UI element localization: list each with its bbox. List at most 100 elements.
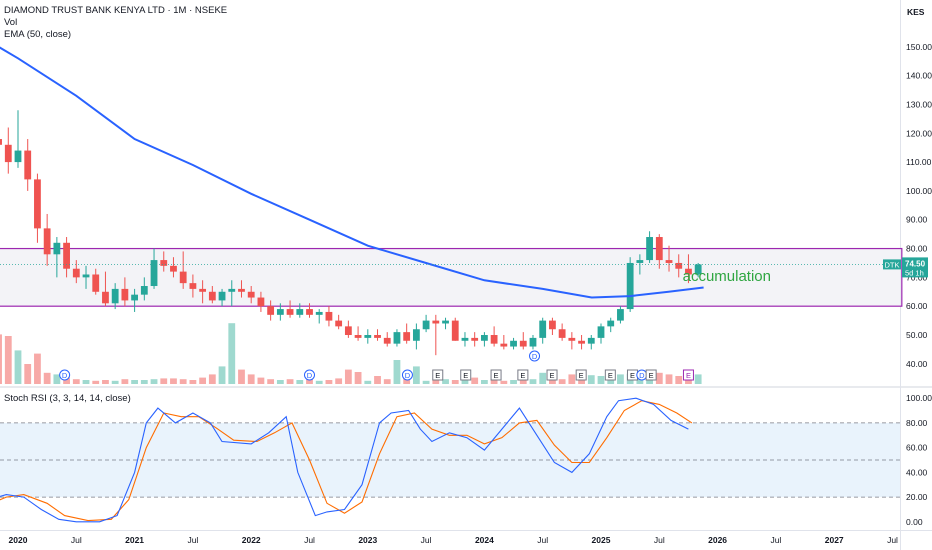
earnings-marker[interactable] xyxy=(575,369,587,381)
stoch-rsi-label[interactable]: Stoch RSI (3, 3, 14, 14, close) xyxy=(4,393,131,404)
candle-body[interactable] xyxy=(374,335,381,338)
dividend-marker[interactable] xyxy=(529,350,541,362)
candle-body[interactable] xyxy=(510,340,517,347)
candle-body[interactable] xyxy=(257,297,265,307)
candle-body[interactable] xyxy=(14,150,22,163)
candle-body[interactable] xyxy=(111,288,119,304)
candle-body[interactable] xyxy=(665,260,673,263)
candle-body[interactable] xyxy=(276,309,284,315)
candle-body[interactable] xyxy=(82,274,90,278)
candle-body[interactable] xyxy=(228,288,236,292)
candle-body[interactable] xyxy=(393,332,401,344)
candle-body[interactable] xyxy=(306,309,313,315)
candle-body[interactable] xyxy=(34,179,41,229)
volume-bar xyxy=(529,379,537,384)
candle-body[interactable] xyxy=(655,237,663,261)
candle-body[interactable] xyxy=(247,291,255,298)
volume-bar xyxy=(189,380,197,384)
candle-body[interactable] xyxy=(412,329,420,341)
earnings-marker[interactable] xyxy=(432,369,444,381)
accumulation-box[interactable] xyxy=(0,247,903,307)
candle-body[interactable] xyxy=(43,228,51,255)
candle-body[interactable] xyxy=(179,271,187,284)
earnings-marker[interactable] xyxy=(546,369,558,381)
candle-body[interactable] xyxy=(150,260,158,287)
candle-body[interactable] xyxy=(539,320,547,338)
candle-body[interactable] xyxy=(208,291,216,301)
candle-body[interactable] xyxy=(685,268,692,275)
candle-body[interactable] xyxy=(694,264,702,275)
candle-body[interactable] xyxy=(189,283,197,289)
candle-body[interactable] xyxy=(63,242,70,269)
candle-body[interactable] xyxy=(500,343,508,347)
candle-body[interactable] xyxy=(364,335,372,338)
candle-body[interactable] xyxy=(646,237,653,261)
candle-body[interactable] xyxy=(461,337,469,341)
candle-body[interactable] xyxy=(626,262,634,310)
candle-body[interactable] xyxy=(121,288,129,301)
volume-label[interactable]: Vol xyxy=(4,17,18,28)
candle-body[interactable] xyxy=(53,242,61,255)
candle-body[interactable] xyxy=(286,309,294,315)
candle-body[interactable] xyxy=(92,274,100,292)
candle-body[interactable] xyxy=(383,337,391,344)
volume-bar xyxy=(150,379,158,384)
earnings-marker[interactable] xyxy=(604,369,616,381)
candle-body[interactable] xyxy=(480,335,488,341)
candle-body[interactable] xyxy=(675,262,683,269)
candle-body[interactable] xyxy=(422,320,430,330)
dividend-marker[interactable] xyxy=(304,369,315,381)
dividend-marker[interactable] xyxy=(59,369,71,381)
candle-body[interactable] xyxy=(558,329,566,338)
candle-body[interactable] xyxy=(471,337,479,341)
symbol-title[interactable]: DIAMOND TRUST BANK KENYA LTD · 1M · NSEK… xyxy=(4,5,228,16)
candle-body[interactable] xyxy=(0,139,2,145)
candle-body[interactable] xyxy=(529,337,537,347)
candle-body[interactable] xyxy=(607,320,615,327)
candle-body[interactable] xyxy=(102,291,109,304)
candle-body[interactable] xyxy=(568,337,576,341)
candle-body[interactable] xyxy=(451,320,459,341)
candle-body[interactable] xyxy=(131,294,139,301)
candle-body[interactable] xyxy=(296,309,304,315)
candle-body[interactable] xyxy=(267,306,275,315)
candle-body[interactable] xyxy=(597,326,605,338)
price-tick-label: 50.00 xyxy=(906,330,928,340)
earnings-marker[interactable] xyxy=(460,369,472,381)
candle-body[interactable] xyxy=(218,291,226,301)
candle-body[interactable] xyxy=(24,150,32,180)
candle-body[interactable] xyxy=(403,332,411,341)
candle-body[interactable] xyxy=(315,311,323,315)
candle-body[interactable] xyxy=(72,268,80,278)
candle-body[interactable] xyxy=(578,340,585,344)
candle-body[interactable] xyxy=(199,288,207,292)
candle-body[interactable] xyxy=(354,335,362,338)
candle-body[interactable] xyxy=(519,340,527,347)
candle-body[interactable] xyxy=(442,320,449,324)
candle-body[interactable] xyxy=(140,286,148,295)
candle-body[interactable] xyxy=(432,320,440,324)
stoch-rsi-k-line[interactable] xyxy=(0,397,689,523)
candle-body[interactable] xyxy=(170,265,177,272)
candle-body[interactable] xyxy=(160,260,168,266)
earnings-marker[interactable] xyxy=(517,369,529,381)
earnings-marker[interactable] xyxy=(645,369,657,381)
ema-line[interactable] xyxy=(0,41,704,299)
candle-body[interactable] xyxy=(238,288,245,292)
candle-body[interactable] xyxy=(636,260,644,263)
earnings-marker[interactable] xyxy=(682,369,694,381)
candle-body[interactable] xyxy=(490,335,498,344)
candle-body[interactable] xyxy=(335,320,343,327)
candle-body[interactable] xyxy=(617,309,624,321)
ema-label[interactable]: EMA (50, close) xyxy=(4,29,72,40)
dividend-marker[interactable] xyxy=(401,369,413,381)
accumulation-label[interactable]: accumulation xyxy=(683,268,771,285)
candle-body[interactable] xyxy=(4,144,12,163)
volume-bar xyxy=(374,376,381,384)
candle-body[interactable] xyxy=(325,311,333,321)
earnings-marker[interactable] xyxy=(490,369,502,381)
candle-body[interactable] xyxy=(344,326,352,336)
candle-body[interactable] xyxy=(549,320,556,330)
candle-body[interactable] xyxy=(587,337,595,344)
